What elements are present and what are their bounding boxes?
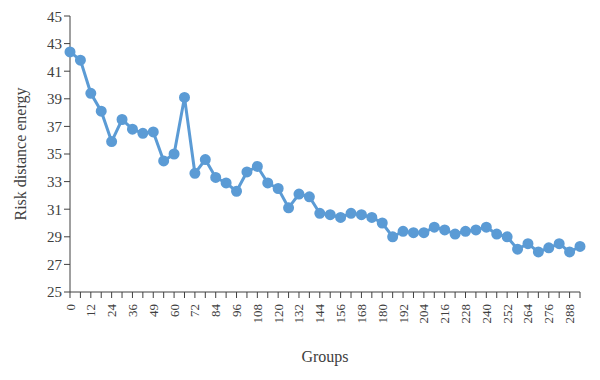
- svg-text:43: 43: [47, 36, 62, 52]
- svg-text:27: 27: [47, 257, 63, 273]
- svg-text:216: 216: [437, 304, 452, 324]
- svg-text:33: 33: [47, 174, 62, 190]
- svg-text:Groups: Groups: [301, 348, 348, 366]
- svg-text:288: 288: [562, 304, 577, 324]
- svg-text:84: 84: [208, 304, 223, 318]
- svg-text:132: 132: [291, 304, 306, 324]
- svg-text:240: 240: [479, 304, 494, 324]
- svg-text:120: 120: [271, 304, 286, 324]
- svg-text:41: 41: [47, 64, 62, 80]
- svg-text:192: 192: [396, 304, 411, 324]
- svg-text:31: 31: [47, 202, 62, 218]
- svg-text:108: 108: [250, 304, 265, 324]
- svg-text:168: 168: [354, 304, 369, 324]
- svg-text:25: 25: [47, 284, 62, 300]
- svg-text:72: 72: [187, 304, 202, 317]
- svg-text:45: 45: [47, 9, 62, 25]
- svg-text:37: 37: [47, 119, 63, 135]
- svg-text:24: 24: [104, 304, 119, 318]
- svg-text:204: 204: [416, 304, 431, 324]
- svg-text:Risk distance energy: Risk distance energy: [12, 87, 30, 220]
- svg-text:49: 49: [146, 304, 161, 317]
- svg-text:29: 29: [47, 229, 62, 245]
- svg-text:264: 264: [520, 304, 535, 324]
- svg-text:35: 35: [47, 146, 62, 162]
- svg-text:144: 144: [312, 304, 327, 324]
- svg-text:228: 228: [458, 304, 473, 324]
- svg-text:12: 12: [83, 304, 98, 317]
- svg-text:180: 180: [375, 304, 390, 324]
- svg-text:156: 156: [333, 304, 348, 324]
- svg-text:36: 36: [125, 304, 140, 318]
- svg-text:276: 276: [541, 304, 556, 324]
- svg-text:96: 96: [229, 304, 244, 318]
- svg-text:39: 39: [47, 91, 62, 107]
- svg-text:0: 0: [63, 304, 78, 311]
- svg-text:60: 60: [167, 304, 182, 317]
- svg-text:252: 252: [500, 304, 515, 324]
